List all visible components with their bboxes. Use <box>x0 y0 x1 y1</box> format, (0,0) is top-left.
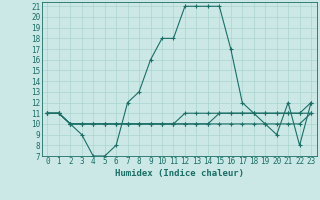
X-axis label: Humidex (Indice chaleur): Humidex (Indice chaleur) <box>115 169 244 178</box>
